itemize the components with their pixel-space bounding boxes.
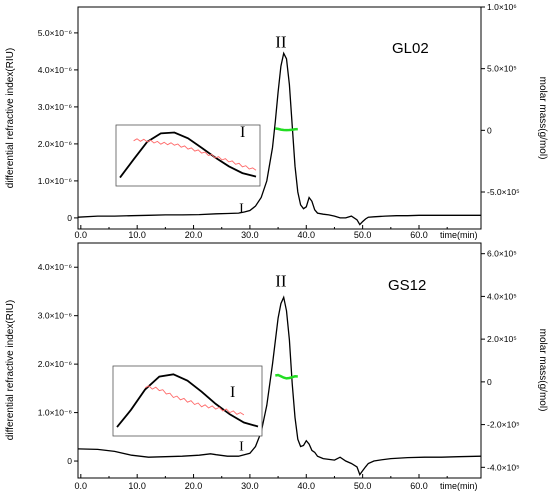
x-tick-label: 30.0 — [241, 481, 259, 491]
x-tick-label: 0.0 — [75, 230, 88, 240]
inset-ri-trace — [116, 373, 259, 428]
x-axis-label: time(min) — [440, 481, 478, 491]
x-axis-label: time(min) — [440, 230, 478, 240]
y-tick-label: 2.0×10⁻⁶ — [38, 139, 72, 149]
y2-tick-label: 0 — [487, 125, 492, 135]
x-tick-label: 60.0 — [410, 481, 428, 491]
inset-peak-i: I — [115, 124, 261, 187]
x-tick-label: 50.0 — [354, 481, 372, 491]
y-tick-label: 1.0×10⁻⁶ — [38, 408, 72, 418]
y2-tick-label: 0 — [487, 377, 492, 387]
y2-tick-label: 5.0×10⁵ — [487, 64, 517, 74]
y2-axis-label: molar mass(g/mol) — [537, 77, 548, 160]
y2-tick-label: 1.0×10⁶ — [487, 2, 517, 12]
y-axis-label: differential refractive index(RIU) — [5, 300, 16, 440]
x-tick-label: 10.0 — [128, 230, 146, 240]
y-tick-label: 5.0×10⁻⁶ — [38, 28, 72, 38]
inset-label: I — [240, 124, 245, 141]
plot-frame — [77, 6, 482, 230]
y-tick-label: 1.0×10⁻⁶ — [38, 176, 72, 186]
inset-ri-trace — [119, 131, 257, 179]
x-tick-label: 40.0 — [298, 230, 316, 240]
ri-trace — [77, 51, 481, 226]
x-tick-label: 30.0 — [241, 230, 259, 240]
peak-label-i: I — [239, 439, 244, 454]
molar-mass-trace — [275, 127, 298, 132]
y-tick-label: 0 — [67, 456, 72, 466]
y2-tick-label: 6.0×10⁵ — [487, 249, 517, 259]
x-tick-label: 0.0 — [75, 481, 88, 491]
plot-frame — [77, 242, 482, 479]
peak-label-ii: II — [275, 272, 287, 291]
x-tick-label: 10.0 — [128, 481, 146, 491]
peak-label-i: I — [239, 201, 244, 216]
y-tick-label: 4.0×10⁻⁶ — [38, 262, 72, 272]
y2-axis-label: molar mass(g/mol) — [537, 329, 548, 412]
x-tick-label: 40.0 — [298, 481, 316, 491]
y-tick-label: 0 — [67, 213, 72, 223]
molar-mass-trace — [275, 373, 298, 380]
y-tick-label: 4.0×10⁻⁶ — [38, 65, 72, 75]
y-tick-label: 3.0×10⁻⁶ — [38, 311, 72, 321]
chart-panel-gs12: differential refractive index(RIU) molar… — [5, 242, 548, 491]
sample-label: GL02 — [392, 40, 429, 57]
x-tick-label: 20.0 — [185, 230, 203, 240]
inset-peak-i: I — [112, 365, 263, 437]
y2-tick-label: -5.0×10⁵ — [487, 187, 520, 197]
inset-label: I — [230, 384, 235, 401]
y2-tick-label: 4.0×10⁵ — [487, 291, 517, 301]
inset-molar-mass-trace — [133, 138, 257, 171]
y2-tick-label: -2.0×10⁵ — [487, 420, 520, 430]
sample-label: GS12 — [388, 277, 426, 294]
inset-molar-mass-trace — [144, 385, 245, 416]
x-tick-label: 50.0 — [354, 230, 372, 240]
ri-trace — [77, 295, 482, 476]
y2-tick-label: -4.0×10⁵ — [487, 462, 520, 472]
peak-label-ii: II — [275, 33, 287, 52]
y-axis-label: differential refractive index(RIU) — [5, 48, 16, 188]
chart-panel-gl02: differential refractive index(RIU) molar… — [5, 2, 548, 240]
y-tick-label: 2.0×10⁻⁶ — [38, 359, 72, 369]
x-tick-label: 20.0 — [185, 481, 203, 491]
x-tick-label: 60.0 — [410, 230, 428, 240]
y-tick-label: 3.0×10⁻⁶ — [38, 102, 72, 112]
y2-tick-label: 2.0×10⁵ — [487, 334, 517, 344]
